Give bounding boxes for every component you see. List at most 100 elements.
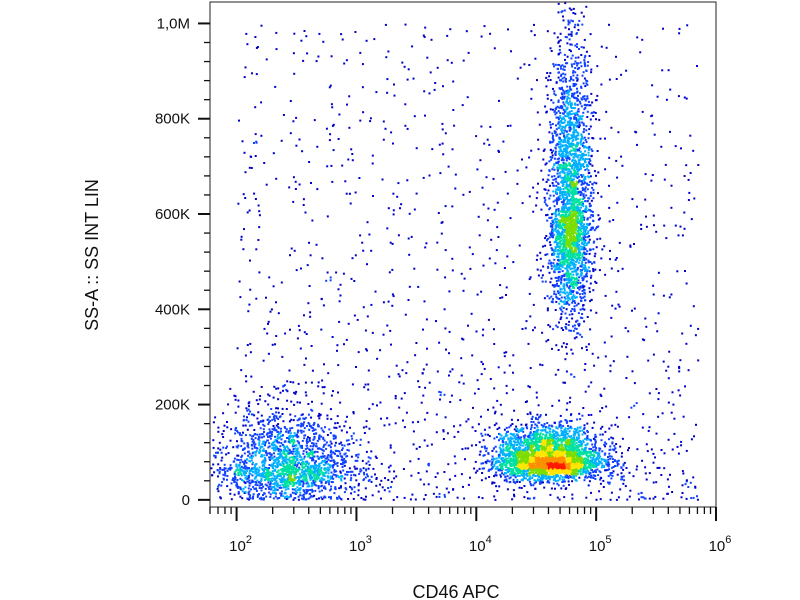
data-point	[503, 436, 506, 439]
data-point	[302, 495, 305, 498]
data-point	[314, 479, 317, 482]
data-point	[596, 455, 599, 458]
data-point	[593, 451, 596, 454]
data-point	[359, 468, 362, 471]
data-point	[263, 459, 266, 462]
data-point	[293, 473, 296, 476]
data-point	[513, 472, 516, 475]
data-point	[600, 439, 603, 442]
data-point	[564, 488, 567, 490]
data-point	[221, 433, 224, 436]
data-point	[294, 453, 297, 455]
data-point	[552, 460, 555, 463]
data-point	[509, 481, 512, 483]
data-point	[276, 435, 279, 438]
data-point	[313, 435, 316, 438]
data-point	[412, 443, 415, 446]
data-point	[264, 487, 267, 490]
data-point	[532, 437, 535, 439]
data-point	[300, 414, 303, 417]
data-point	[622, 468, 625, 471]
data-point	[561, 447, 564, 450]
data-point	[539, 478, 542, 481]
data-point	[545, 448, 547, 451]
data-point	[523, 460, 526, 463]
data-point	[294, 488, 297, 491]
data-point	[309, 425, 311, 428]
data-point	[547, 475, 550, 478]
data-point	[292, 467, 295, 470]
data-point	[518, 443, 521, 446]
data-point	[229, 467, 232, 470]
data-point	[261, 464, 264, 467]
data-point	[249, 482, 252, 485]
data-point	[283, 453, 286, 455]
data-point	[572, 463, 575, 466]
data-point	[555, 452, 558, 455]
data-point	[548, 424, 551, 427]
data-point	[234, 395, 237, 398]
data-point	[543, 423, 546, 425]
data-point	[533, 448, 536, 451]
data-point	[299, 458, 302, 461]
data-point	[578, 470, 581, 472]
data-point	[540, 436, 543, 439]
data-point	[561, 444, 563, 447]
data-point	[240, 458, 243, 461]
data-point	[560, 432, 563, 435]
data-point	[507, 443, 510, 446]
data-point	[541, 467, 544, 470]
data-point	[239, 486, 242, 489]
data-point	[277, 426, 280, 429]
data-point	[257, 435, 260, 438]
data-point	[566, 462, 569, 465]
data-point	[592, 466, 595, 468]
data-point	[350, 486, 353, 489]
data-point	[538, 475, 541, 478]
data-point	[318, 472, 321, 475]
data-point	[255, 463, 258, 465]
data-point	[306, 441, 309, 444]
data-point	[536, 444, 539, 447]
data-point	[343, 425, 346, 428]
data-point	[528, 460, 531, 463]
data-point	[316, 451, 319, 453]
data-point	[296, 419, 299, 422]
data-point	[577, 462, 580, 465]
data-point	[568, 468, 570, 470]
data-point	[271, 413, 274, 415]
data-point	[261, 436, 264, 439]
data-point	[508, 460, 511, 463]
data-point	[583, 457, 586, 460]
data-point	[267, 486, 270, 489]
data-point	[285, 430, 287, 433]
data-point	[365, 469, 368, 472]
data-point	[247, 467, 250, 470]
data-point	[554, 455, 557, 457]
data-point	[605, 461, 607, 464]
data-point	[272, 497, 275, 500]
data-point	[298, 489, 301, 491]
data-point	[573, 477, 576, 480]
data-point	[275, 488, 278, 491]
data-point	[246, 409, 249, 412]
data-point	[607, 475, 610, 478]
data-point	[313, 451, 316, 454]
data-point	[280, 430, 282, 433]
data-point	[287, 447, 290, 450]
data-point	[574, 432, 577, 435]
data-point	[256, 495, 259, 498]
data-point	[269, 488, 272, 491]
data-point	[302, 423, 305, 426]
data-point	[346, 443, 349, 446]
data-point	[599, 471, 602, 474]
data-point	[608, 468, 611, 471]
data-point	[512, 478, 515, 481]
data-point	[576, 438, 579, 441]
data-point	[525, 455, 528, 457]
data-point	[271, 430, 274, 433]
data-point	[602, 464, 605, 467]
data-point	[317, 485, 320, 487]
data-point	[324, 461, 327, 464]
data-point	[264, 441, 267, 444]
